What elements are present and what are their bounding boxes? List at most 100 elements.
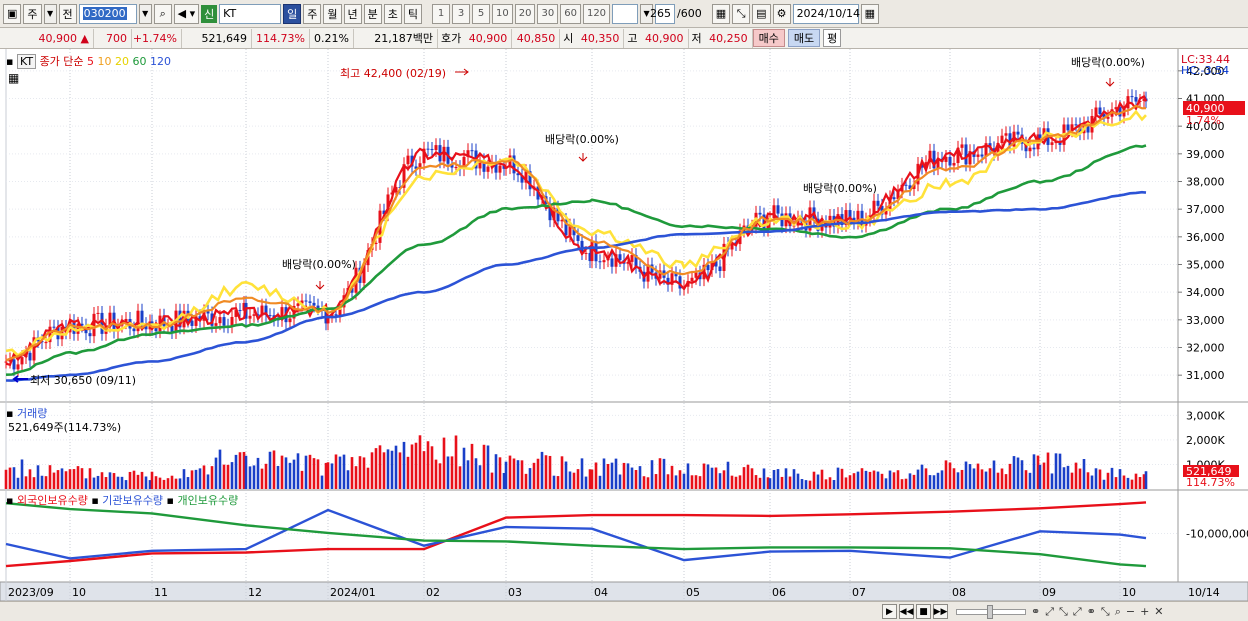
forward-icon[interactable]: ▶▶ xyxy=(933,604,948,619)
volume-bar xyxy=(840,468,844,489)
interval-30[interactable]: 30 xyxy=(537,3,559,24)
prev-button[interactable]: 전 xyxy=(58,3,77,24)
tool-2-icon[interactable]: ⤢ xyxy=(1045,604,1055,618)
chart-area[interactable]: 2023/09 10 11 12 2024/01 02 03 04 05 06 07 08 09 10 10… xyxy=(0,49,1248,602)
y-tick-label: 32,000 xyxy=(1186,342,1225,355)
volume-bar xyxy=(686,463,690,489)
table-icon[interactable]: ▦ xyxy=(8,71,20,85)
search-icon[interactable]: ⌕ xyxy=(153,3,172,24)
avg-button[interactable]: 평 xyxy=(823,29,842,47)
volume-bar xyxy=(1024,470,1028,489)
rewind-icon[interactable]: ◀◀ xyxy=(899,604,914,619)
stock-name-field[interactable]: KT xyxy=(219,3,282,24)
candle-body xyxy=(948,156,952,166)
zoom-slider[interactable] xyxy=(956,604,1026,619)
zoom-in-icon[interactable]: + xyxy=(1140,605,1150,618)
stop-icon[interactable]: ■ xyxy=(916,604,931,619)
volume-bar xyxy=(56,470,60,489)
volume-bar xyxy=(524,473,528,489)
interval-60[interactable]: 60 xyxy=(560,3,581,24)
candle-body xyxy=(296,303,300,306)
candle-body xyxy=(350,287,354,293)
sell-button[interactable]: 매도 xyxy=(787,29,821,47)
candle-body xyxy=(1086,123,1090,133)
draw-tool-icon[interactable]: ⤡ xyxy=(732,3,751,24)
type-dropdown-icon[interactable]: ▼ xyxy=(43,3,57,24)
zoom-out-icon[interactable]: − xyxy=(1125,605,1136,618)
volume-bar xyxy=(560,456,564,489)
candle-body xyxy=(1134,97,1138,102)
candle-body xyxy=(936,158,940,169)
candle-body xyxy=(230,316,234,327)
period-month[interactable]: 월 xyxy=(323,3,342,24)
date-input[interactable]: 2024/10/14 xyxy=(792,3,860,24)
volume-bar xyxy=(198,468,202,489)
tool-5-icon[interactable]: ⚭ xyxy=(1086,605,1096,618)
period-day[interactable]: 일 xyxy=(283,3,302,24)
volume-bar xyxy=(490,472,494,489)
series-institution: 기관보유수량 xyxy=(102,494,164,507)
interval-dropdown-icon[interactable]: ▼ xyxy=(640,3,654,24)
gear-icon[interactable]: ⚙ xyxy=(772,3,791,24)
period-year[interactable]: 년 xyxy=(343,3,362,24)
interval-10[interactable]: 10 xyxy=(492,3,513,24)
interval-120[interactable]: 120 xyxy=(582,3,611,24)
candle-body xyxy=(670,273,674,285)
interval-5[interactable]: 5 xyxy=(472,3,491,24)
code-dropdown-icon[interactable]: ▼ xyxy=(138,3,152,24)
candle-body xyxy=(1106,116,1110,119)
stock-code-input[interactable]: 030200 xyxy=(78,3,137,24)
volume-bar xyxy=(402,441,406,489)
volume-bar xyxy=(144,476,148,489)
tool-6-icon[interactable]: ⤡ xyxy=(1100,604,1110,618)
buy-button[interactable]: 매수 xyxy=(752,29,785,47)
interval-1[interactable]: 1 xyxy=(432,3,451,24)
zoom-search-icon[interactable]: ⌕ xyxy=(1114,604,1121,618)
high-arrow-icon xyxy=(455,68,469,76)
tool-4-icon[interactable]: ⤢ xyxy=(1072,604,1082,618)
volume-bar xyxy=(920,464,924,489)
fullscreen-icon[interactable]: ✕ xyxy=(1154,605,1164,618)
volume-bar xyxy=(690,475,694,489)
legend-ma20: 20 xyxy=(115,55,130,68)
layout-icon[interactable]: ▣ xyxy=(3,3,22,24)
type-button[interactable]: 주 xyxy=(23,3,42,24)
indicator-icon[interactable]: ▦ xyxy=(711,3,731,24)
period-tick[interactable]: 틱 xyxy=(403,3,423,24)
volume-bar xyxy=(540,451,544,489)
hc-label: HC:-3.54 xyxy=(1181,64,1230,77)
volume-bar xyxy=(458,466,462,489)
candle-body xyxy=(630,255,634,262)
interval-20[interactable]: 20 xyxy=(514,3,536,24)
volume-bar xyxy=(148,480,152,489)
x-tick-label: 03 xyxy=(508,586,522,599)
speaker-icon[interactable]: ◀ ▾ xyxy=(173,3,200,24)
volume-bar xyxy=(996,472,1000,489)
count-input[interactable]: 265 xyxy=(650,3,676,24)
volume-bar xyxy=(952,468,956,489)
period-second[interactable]: 초 xyxy=(383,3,402,24)
volume-bar xyxy=(1142,474,1146,489)
volume-bar xyxy=(1032,454,1036,489)
tool-1-icon[interactable]: ⚭ xyxy=(1031,605,1041,618)
volume-bar xyxy=(238,452,242,489)
interval-3[interactable]: 3 xyxy=(452,3,471,24)
calendar-icon[interactable]: ▦ xyxy=(860,3,879,24)
volume-bar xyxy=(370,452,374,489)
chart-canvas[interactable]: 2023/09 10 11 12 2024/01 02 03 04 05 06 07 08 09 10 10… xyxy=(0,49,1248,602)
x-tick-label: 09 xyxy=(1042,586,1056,599)
volume-bar xyxy=(210,466,214,489)
save-icon[interactable]: ▤ xyxy=(752,3,771,24)
volume-last-tag-text: 521,649 xyxy=(1186,465,1232,478)
volume-bar xyxy=(936,472,940,489)
zoom-slider-thumb[interactable] xyxy=(987,604,993,619)
dividend-arrow-icon xyxy=(578,153,588,162)
interval-custom-input[interactable] xyxy=(612,3,639,24)
period-minute[interactable]: 분 xyxy=(363,3,382,24)
tool-3-icon[interactable]: ⤡ xyxy=(1059,604,1068,618)
candle-body xyxy=(234,310,238,317)
scroll-right-icon[interactable]: ▶ xyxy=(882,604,897,619)
candle-body xyxy=(520,175,524,183)
period-week[interactable]: 주 xyxy=(303,3,322,24)
volume-bar xyxy=(284,457,288,489)
